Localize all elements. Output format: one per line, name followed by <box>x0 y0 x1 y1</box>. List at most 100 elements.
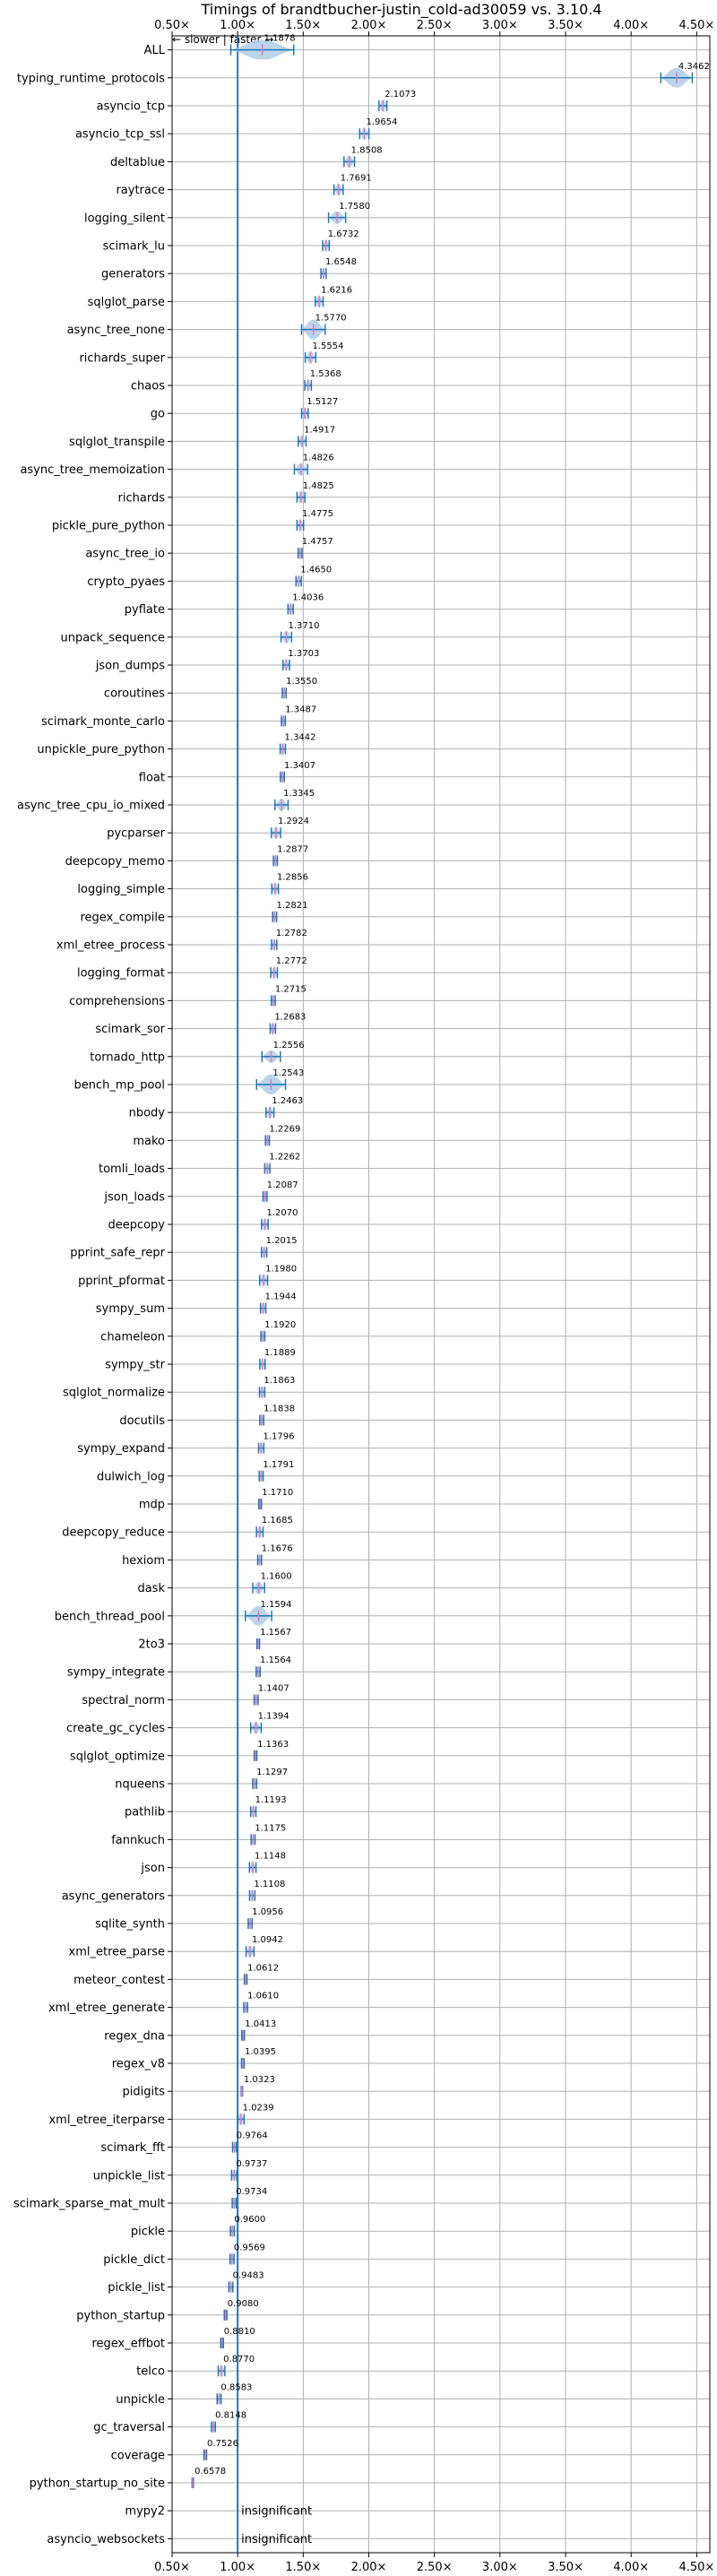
value-label: 1.1407 <box>258 1683 289 1693</box>
value-label: 1.1863 <box>263 1376 295 1386</box>
value-label: 1.0413 <box>245 2019 276 2029</box>
value-label: 0.7526 <box>207 2439 238 2449</box>
value-label: 0.9483 <box>233 2271 264 2281</box>
violin-marks: 1.1878 4.3462 2.1073 1.9654 1.8508 1.7691 1.75… <box>191 34 710 2546</box>
value-label: 1.1710 <box>262 1488 293 1498</box>
value-label: 1.1567 <box>260 1628 291 1638</box>
value-label: 1.1791 <box>263 1460 294 1470</box>
value-label: 1.2556 <box>273 1041 305 1050</box>
value-label: 1.0612 <box>247 1963 279 1973</box>
value-label: 1.1796 <box>263 1432 294 1442</box>
value-label: 1.4826 <box>303 454 334 463</box>
value-label: 1.6216 <box>321 285 352 295</box>
benchmark-label: float <box>139 771 165 784</box>
value-label: 1.9654 <box>366 117 397 127</box>
x-tick-label-top: 0.50× <box>154 19 190 32</box>
x-tick-label-bottom: 1.50× <box>285 2561 321 2572</box>
benchmark-label: sympy_expand <box>77 1442 165 1456</box>
x-tick-label-top: 1.50× <box>285 19 321 32</box>
value-label: 1.4650 <box>300 565 332 575</box>
value-label: 1.2856 <box>277 873 308 883</box>
value-label: 1.2269 <box>269 1124 300 1134</box>
benchmark-label: raytrace <box>116 184 165 197</box>
grid-lines <box>171 36 710 2553</box>
value-label: 1.1148 <box>255 1852 286 1862</box>
benchmark-label: pickle_pure_python <box>52 520 165 533</box>
benchmark-label: pidigits <box>123 2086 166 2099</box>
benchmark-label: unpickle_list <box>93 2169 165 2183</box>
value-label: 1.2262 <box>269 1153 300 1163</box>
benchmark-label: pprint_pformat <box>78 1275 165 1288</box>
value-label: 1.7691 <box>341 174 372 184</box>
benchmark-label: fannkuch <box>111 1834 165 1847</box>
benchmark-label: richards <box>118 491 166 505</box>
benchmark-label: sympy_sum <box>96 1302 165 1316</box>
benchmark-label: async_tree_cpu_io_mixed <box>17 800 165 813</box>
value-label: 1.1394 <box>258 1712 289 1722</box>
benchmark-label: pickle_dict <box>103 2253 165 2267</box>
value-label: 1.1297 <box>256 1768 288 1777</box>
value-label: 1.6548 <box>325 257 357 267</box>
value-label: 1.2087 <box>267 1180 298 1190</box>
benchmark-label: deltablue <box>110 156 165 169</box>
benchmark-label: unpickle_pure_python <box>37 743 165 756</box>
benchmark-label: unpickle <box>116 2393 165 2407</box>
benchmark-label: bench_thread_pool <box>55 1610 165 1623</box>
benchmark-label: deepcopy_reduce <box>62 1526 165 1540</box>
benchmark-label: pathlib <box>125 1806 165 1820</box>
value-label: 1.0942 <box>252 1935 283 1945</box>
benchmark-label: json <box>140 1862 165 1875</box>
benchmark-label: dask <box>137 1582 165 1595</box>
benchmark-label: scimark_fft <box>100 2141 165 2155</box>
benchmark-label: create_gc_cycles <box>66 1722 165 1735</box>
value-label: 4.3462 <box>678 62 710 72</box>
benchmark-label: tornado_http <box>90 1050 165 1064</box>
benchmark-label: chameleon <box>100 1330 165 1344</box>
value-label: 1.0610 <box>247 1992 279 2001</box>
benchmark-label: pickle <box>131 2226 165 2239</box>
value-label: 0.9737 <box>236 2159 267 2169</box>
benchmark-label: sqlglot_optimize <box>70 1750 165 1763</box>
value-label: 1.4036 <box>292 593 324 603</box>
benchmark-label: nbody <box>129 1107 166 1120</box>
value-label: 1.1594 <box>260 1600 291 1610</box>
benchmark-label: chaos <box>131 380 165 393</box>
benchmark-label: 2to3 <box>138 1638 165 1652</box>
insignificant-label: insignificant <box>241 2505 312 2519</box>
benchmark-label: mako <box>133 1135 165 1148</box>
value-label: 2.1073 <box>384 90 416 99</box>
value-label: 1.1108 <box>254 1880 285 1889</box>
x-axis-ticks: 0.50× 0.50× 1.00× 1.00× 1.50× 1.50× 2.00× 2.00×… <box>154 19 714 2574</box>
benchmark-label: regex_dna <box>104 2029 165 2043</box>
value-label: 1.3550 <box>286 677 317 687</box>
value-label: 1.1889 <box>264 1348 296 1358</box>
value-label: 1.2782 <box>276 929 307 938</box>
benchmark-label: unpack_sequence <box>60 631 165 644</box>
benchmark-label: regex_compile <box>80 911 165 924</box>
value-label: 1.8508 <box>351 145 383 155</box>
benchmark-label: coroutines <box>104 687 165 701</box>
value-label: 1.0239 <box>243 2103 274 2113</box>
benchmark-label: docutils <box>119 1414 165 1428</box>
benchmark-label: sqlglot_normalize <box>63 1387 165 1400</box>
value-label: 1.4917 <box>304 425 335 435</box>
value-label: 1.2877 <box>277 844 308 854</box>
value-label: 1.0956 <box>252 1907 283 1917</box>
value-label: 1.6732 <box>328 229 359 239</box>
benchmark-label: go <box>151 408 165 421</box>
x-tick-label-top: 3.00× <box>482 19 518 32</box>
benchmark-label: xml_etree_iterparse <box>48 2114 165 2127</box>
value-label: 0.9569 <box>234 2243 265 2252</box>
insignificant-label: insignificant <box>241 2533 312 2546</box>
value-label: 1.2924 <box>278 817 309 826</box>
benchmark-label: telco <box>136 2365 165 2379</box>
benchmark-label: scimark_sor <box>95 1023 165 1036</box>
benchmark-label: scimark_lu <box>103 240 165 254</box>
value-label: 1.2463 <box>272 1096 303 1106</box>
benchmark-label: sympy_integrate <box>67 1666 165 1680</box>
x-tick-label-bottom: 3.00× <box>482 2561 518 2572</box>
value-label: 1.1980 <box>265 1264 297 1274</box>
value-label: 0.9764 <box>237 2131 268 2141</box>
value-label: 0.8583 <box>220 2382 252 2392</box>
benchmark-label: xml_etree_generate <box>48 2001 165 2015</box>
